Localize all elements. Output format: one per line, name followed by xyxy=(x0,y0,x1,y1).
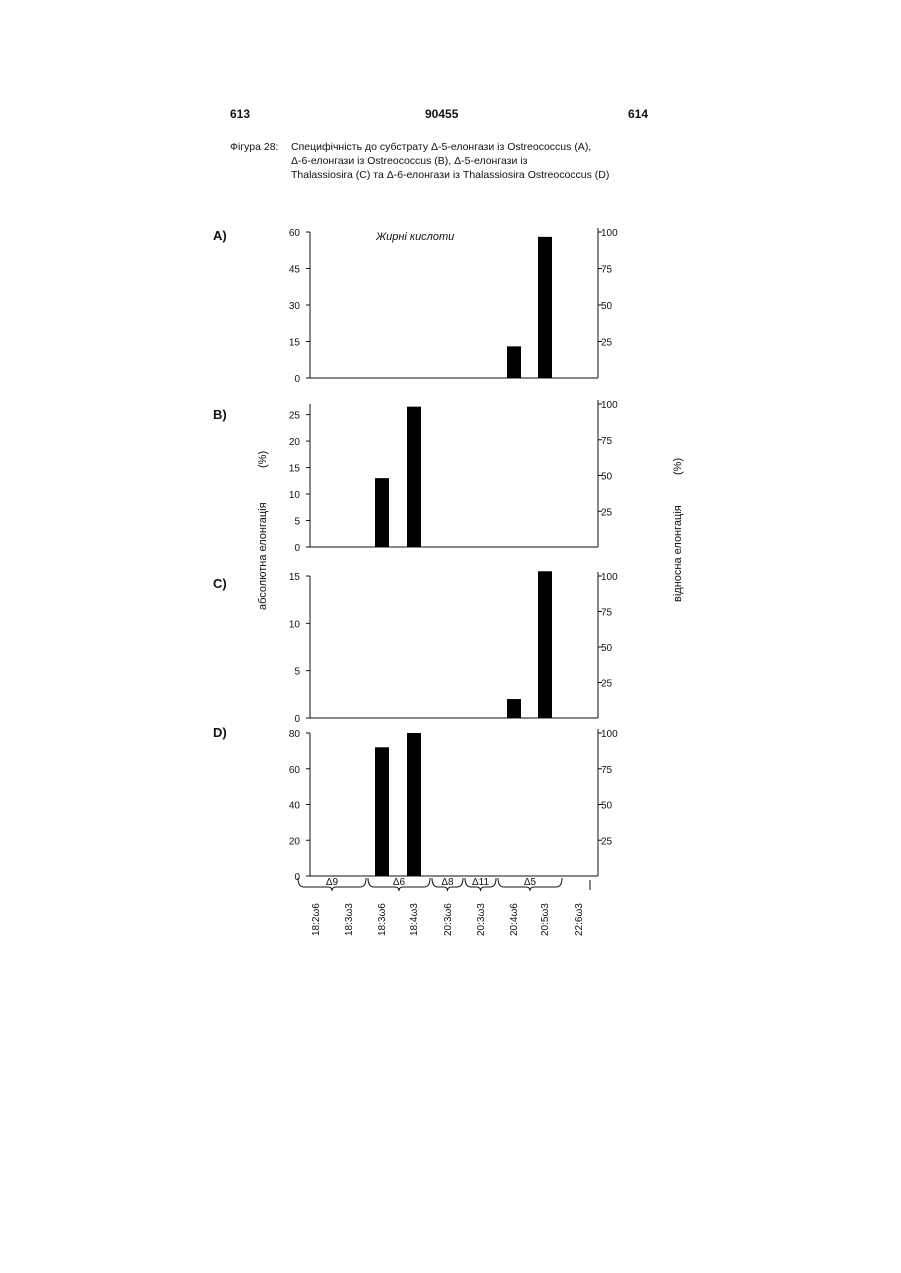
left-tick-label: 15 xyxy=(289,338,301,349)
category-label: 18:3ω6 xyxy=(377,903,388,936)
right-tick-label: 25 xyxy=(601,679,613,690)
left-tick-label: 25 xyxy=(289,411,301,422)
left-tick-label: 80 xyxy=(289,729,301,740)
right-tick-label: 50 xyxy=(601,301,613,312)
panel-label: A) xyxy=(213,228,227,243)
left-tick-label: 0 xyxy=(294,714,300,725)
bar xyxy=(538,237,552,378)
right-axis-title: відносна елонгація xyxy=(672,505,684,602)
right-tick-label: 100 xyxy=(601,400,618,411)
left-tick-label: 5 xyxy=(294,517,300,528)
left-axis-title: абсолютна елонгація xyxy=(257,502,269,610)
right-tick-label: 75 xyxy=(601,608,613,619)
group-label: Δ6 xyxy=(393,877,406,888)
group-label: Δ8 xyxy=(441,877,454,888)
category-label: 20:3ω6 xyxy=(443,903,454,936)
bar xyxy=(375,478,389,547)
panel-label: C) xyxy=(213,576,227,591)
right-tick-label: 25 xyxy=(601,338,613,349)
left-tick-label: 10 xyxy=(289,490,301,501)
category-label: 20:3ω3 xyxy=(476,903,487,936)
right-tick-label: 25 xyxy=(601,507,613,518)
category-label: 18:3ω3 xyxy=(344,903,355,936)
right-tick-label: 100 xyxy=(601,572,618,583)
left-tick-label: 0 xyxy=(294,374,300,385)
right-tick-label: 50 xyxy=(601,472,613,483)
left-tick-label: 20 xyxy=(289,437,301,448)
right-tick-label: 50 xyxy=(601,643,613,654)
bar xyxy=(507,346,521,378)
left-tick-label: 0 xyxy=(294,543,300,554)
left-tick-label: 60 xyxy=(289,765,301,776)
right-tick-label: 75 xyxy=(601,765,613,776)
right-axis-unit: (%) xyxy=(672,458,684,475)
category-label: 20:5ω3 xyxy=(540,903,551,936)
bar xyxy=(375,747,389,876)
category-label: 18:2ω6 xyxy=(311,903,322,936)
left-tick-label: 5 xyxy=(294,667,300,678)
bar xyxy=(407,733,421,876)
right-tick-label: 75 xyxy=(601,436,613,447)
left-tick-label: 20 xyxy=(289,836,301,847)
group-label: Δ5 xyxy=(524,877,537,888)
bar xyxy=(538,571,552,718)
bar xyxy=(507,699,521,718)
right-tick-label: 100 xyxy=(601,729,618,740)
left-tick-label: 0 xyxy=(294,872,300,883)
left-axis-unit: (%) xyxy=(257,451,269,468)
panel-label: B) xyxy=(213,407,227,422)
left-tick-label: 15 xyxy=(289,572,301,583)
left-tick-label: 10 xyxy=(289,619,301,630)
left-tick-label: 30 xyxy=(289,301,301,312)
left-tick-label: 15 xyxy=(289,464,301,475)
right-tick-label: 25 xyxy=(601,836,613,847)
left-tick-label: 60 xyxy=(289,228,301,239)
group-label: Δ11 xyxy=(472,877,489,888)
left-tick-label: 45 xyxy=(289,265,301,276)
category-label: 18:4ω3 xyxy=(409,903,420,936)
chart-annotation: Жирні кислоти xyxy=(375,231,454,243)
category-label: 22:6ω3 xyxy=(574,903,585,936)
right-tick-label: 50 xyxy=(601,801,613,812)
bar xyxy=(407,407,421,547)
right-tick-label: 100 xyxy=(601,228,618,239)
group-label: Δ9 xyxy=(326,877,339,888)
category-label: 20:4ω6 xyxy=(509,903,520,936)
left-tick-label: 40 xyxy=(289,801,301,812)
panel-label: D) xyxy=(213,725,227,740)
right-tick-label: 75 xyxy=(601,265,613,276)
